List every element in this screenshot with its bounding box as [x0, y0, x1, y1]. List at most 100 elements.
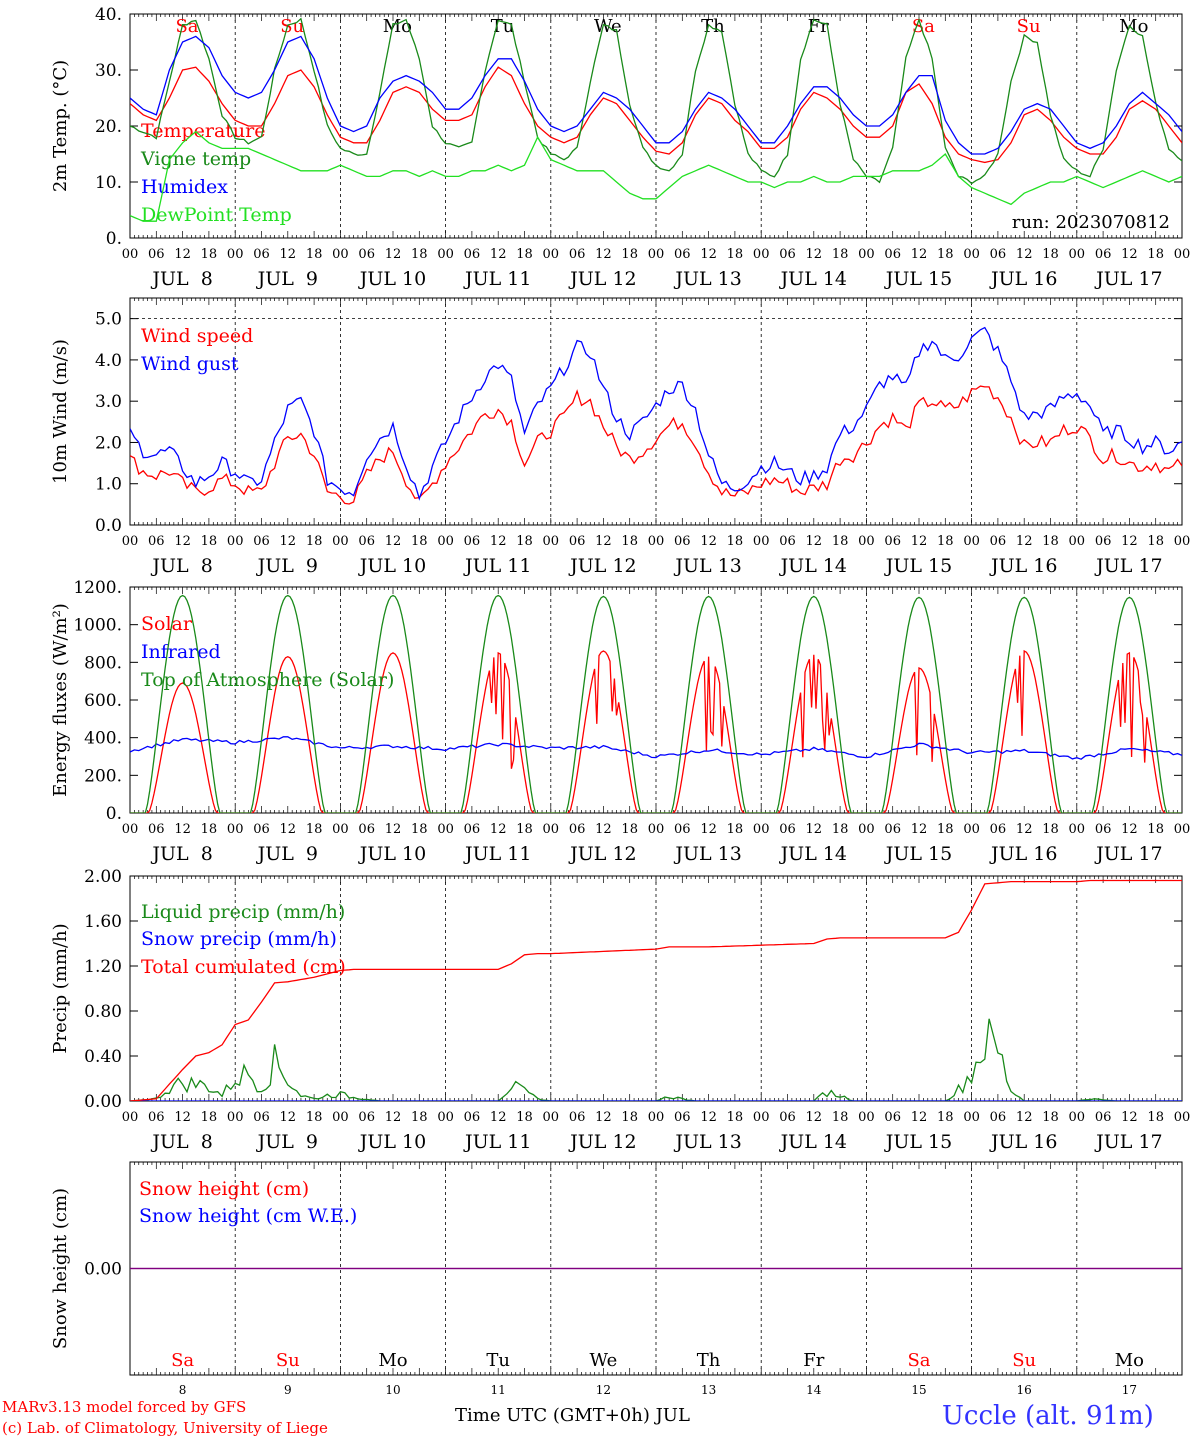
date-label: JUL 14: [779, 843, 847, 865]
hour-tick-label: 06: [990, 1110, 1007, 1125]
y-tick-label: 800.: [84, 653, 122, 673]
panel-2: 0.0 1.0 2.0 3.0 4.0 5.0 10m Wind (m/s) 00 06 12 18…: [50, 297, 1190, 577]
weekday-label: Sa: [907, 1350, 930, 1371]
hour-tick-label: 18: [621, 1110, 638, 1125]
y-tick-label: 200.: [84, 766, 122, 786]
hour-tick-label: 12: [385, 1110, 402, 1125]
weekday-label: We: [590, 1350, 618, 1371]
hour-tick-label: 18: [1042, 534, 1059, 549]
legend-entry: DewPoint Temp: [141, 204, 292, 226]
y-tick-label: 0.0: [95, 516, 122, 536]
y-tick-label: 5.0: [95, 310, 122, 330]
hour-tick-label: 00: [227, 247, 244, 262]
y-tick-label: 0.00: [84, 1260, 122, 1280]
hour-tick-label: 12: [911, 247, 928, 262]
hour-tick-label: 00: [122, 534, 139, 549]
y-axis-label: Precip (mm/h): [50, 923, 71, 1053]
hour-tick-label: 06: [253, 247, 270, 262]
weekday-label: Su: [276, 1350, 300, 1371]
hour-tick-label: 12: [280, 247, 297, 262]
date-label: JUL 16: [989, 555, 1057, 577]
legend-entry: Humidex: [141, 176, 228, 198]
hour-tick-label: 06: [358, 1110, 375, 1125]
hour-tick-label: 00: [1069, 1110, 1086, 1125]
hour-tick-label: 00: [1174, 247, 1191, 262]
legend-entry: Wind gust: [141, 353, 239, 375]
y-tick-label: 30.: [95, 61, 122, 81]
hour-tick-label: 18: [832, 247, 849, 262]
series-line: [130, 594, 1182, 813]
hour-tick-label: 18: [1147, 1110, 1164, 1125]
hour-tick-label: 12: [1121, 534, 1138, 549]
hour-tick-label: 00: [437, 247, 454, 262]
hour-tick-label: 18: [516, 822, 533, 837]
hour-tick-label: 06: [253, 822, 270, 837]
hour-tick-label: 18: [937, 534, 954, 549]
series-line: [130, 17, 1182, 185]
hour-tick-label: 12: [700, 1110, 717, 1125]
y-axis-label: Snow height (cm): [50, 1188, 71, 1349]
date-label: JUL 11: [463, 268, 531, 290]
hour-tick-label: 00: [437, 822, 454, 837]
hour-tick-label: 00: [648, 1110, 665, 1125]
hour-tick-label: 00: [1069, 534, 1086, 549]
date-label: JUL 10: [358, 268, 426, 290]
y-tick-label: 1000.: [73, 616, 122, 636]
hour-tick-label: 06: [674, 247, 691, 262]
hour-tick-label: 18: [937, 822, 954, 837]
day-number-label: 13: [701, 1383, 716, 1397]
hour-tick-label: 06: [569, 1110, 586, 1125]
hour-tick-label: 06: [464, 247, 481, 262]
date-label: JUL 8: [150, 555, 212, 577]
hour-tick-label: 06: [148, 822, 165, 837]
hour-tick-label: 06: [884, 822, 901, 837]
weekday-label: Su: [1012, 1350, 1036, 1371]
y-axis-label: 10m Wind (m/s): [50, 339, 71, 484]
hour-tick-label: 06: [358, 534, 375, 549]
y-axis-label: 2m Temp. (°C): [50, 60, 71, 192]
day-number-label: 17: [1122, 1383, 1137, 1397]
hour-tick-label: 00: [648, 534, 665, 549]
hour-tick-label: 00: [963, 1110, 980, 1125]
hour-tick-label: 06: [990, 534, 1007, 549]
panel-3: 0. 200. 400. 600. 800. 1000. 1200.Energy fluxe…: [50, 578, 1190, 865]
hour-tick-label: 18: [201, 247, 218, 262]
hour-tick-label: 00: [753, 1110, 770, 1125]
date-label: JUL 11: [463, 1131, 531, 1153]
panel-4: 0.00 0.40 0.80 1.20 1.60 2.00 Precip (mm/h) 00 0…: [50, 867, 1190, 1153]
y-tick-label: 10.: [95, 173, 122, 193]
hour-tick-label: 00: [227, 822, 244, 837]
hour-tick-label: 00: [1174, 822, 1191, 837]
hour-tick-label: 12: [174, 822, 191, 837]
hour-tick-label: 18: [727, 534, 744, 549]
hour-tick-label: 00: [227, 1110, 244, 1125]
hour-tick-label: 18: [306, 822, 323, 837]
hour-tick-label: 00: [648, 822, 665, 837]
date-label: JUL 17: [1094, 555, 1162, 577]
day-number-label: 10: [385, 1383, 400, 1397]
weekday-label: Su: [1017, 16, 1041, 37]
series-line: [130, 130, 1182, 222]
y-tick-label: 20.: [95, 117, 122, 137]
y-tick-label: 1200.: [73, 578, 122, 598]
date-label: JUL 15: [884, 555, 952, 577]
hour-tick-label: 00: [332, 1110, 349, 1125]
hour-tick-label: 00: [963, 822, 980, 837]
hour-tick-label: 18: [832, 534, 849, 549]
hour-tick-label: 06: [779, 822, 796, 837]
legend-entry: Vigne temp: [140, 148, 251, 170]
date-label: JUL 12: [568, 843, 636, 865]
hour-tick-label: 12: [174, 247, 191, 262]
footer-credit-1: MARv3.13 model forced by GFS: [2, 1398, 247, 1416]
hour-tick-label: 18: [201, 534, 218, 549]
weekday-label: Tu: [491, 16, 515, 37]
hour-tick-label: 12: [700, 247, 717, 262]
hour-tick-label: 18: [411, 534, 428, 549]
legend-entry: Snow height (cm W.E.): [139, 1205, 357, 1227]
hour-tick-label: 06: [990, 247, 1007, 262]
date-label: JUL 9: [256, 268, 318, 290]
hour-tick-label: 00: [332, 534, 349, 549]
hour-tick-label: 06: [1095, 534, 1112, 549]
hour-tick-label: 12: [806, 247, 823, 262]
